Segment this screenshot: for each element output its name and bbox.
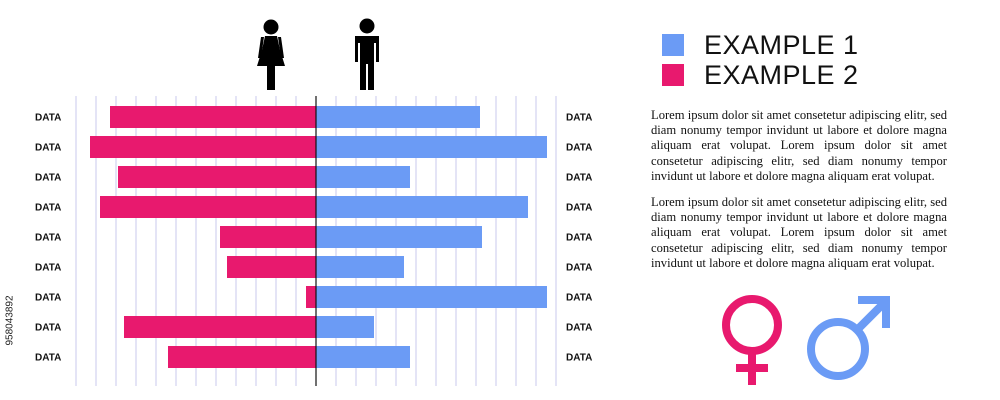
legend-swatch-example-2 <box>662 64 684 86</box>
woman-icon <box>257 19 285 90</box>
legend-item-example-1: EXAMPLE 1 <box>662 30 859 60</box>
row-label-right: DATA <box>566 353 592 364</box>
row-label-left: DATA <box>35 353 61 364</box>
bar-example-1 <box>316 316 374 338</box>
row-label-right: DATA <box>566 233 592 244</box>
row-label-left: DATA <box>35 203 61 214</box>
stock-image-id: 958043892 <box>4 295 16 346</box>
row-label-left: DATA <box>35 113 61 124</box>
row-label-right: DATA <box>566 323 592 334</box>
bar-example-1 <box>316 286 547 308</box>
legend-label-example-2: EXAMPLE 2 <box>704 59 859 90</box>
bar-example-1 <box>316 196 528 218</box>
row-label-right: DATA <box>566 173 592 184</box>
bar-example-2 <box>124 316 316 338</box>
body-paragraph-2: Lorem ipsum dolor sit amet consetetur ad… <box>651 195 947 270</box>
man-icon <box>355 18 379 90</box>
bar-example-2 <box>220 226 316 248</box>
row-label-right: DATA <box>566 263 592 274</box>
bars <box>90 106 547 368</box>
row-label-right: DATA <box>566 293 592 304</box>
body-paragraph-1: Lorem ipsum dolor sit amet consetetur ad… <box>651 108 947 183</box>
row-label-left: DATA <box>35 263 61 274</box>
bar-example-1 <box>316 226 482 248</box>
row-label-right: DATA <box>566 143 592 154</box>
legend-label-example-1: EXAMPLE 1 <box>704 29 859 60</box>
legend-item-example-2: EXAMPLE 2 <box>662 60 859 90</box>
row-label-left: DATA <box>35 233 61 244</box>
bar-example-2 <box>168 346 316 368</box>
bar-example-1 <box>316 106 480 128</box>
bar-example-1 <box>316 166 410 188</box>
row-label-left: DATA <box>35 173 61 184</box>
row-label-right: DATA <box>566 203 592 214</box>
row-label-left: DATA <box>35 143 61 154</box>
bar-example-2 <box>100 196 316 218</box>
male-symbol-icon <box>807 296 890 380</box>
bar-example-2 <box>110 106 316 128</box>
legend-swatch-example-1 <box>662 34 684 56</box>
bar-example-1 <box>316 346 410 368</box>
row-label-left: DATA <box>35 293 61 304</box>
legend: EXAMPLE 1 EXAMPLE 2 <box>662 30 859 90</box>
row-labels: DATA DATA DATA DATA DATA DATA DATA DATA DATA DATA… <box>35 113 592 364</box>
bar-example-2 <box>227 256 316 278</box>
bar-example-1 <box>316 136 547 158</box>
bar-example-2 <box>90 136 316 158</box>
bar-example-2 <box>306 286 316 308</box>
bar-example-1 <box>316 256 404 278</box>
row-label-right: DATA <box>566 113 592 124</box>
female-symbol-icon <box>722 295 782 385</box>
row-label-left: DATA <box>35 323 61 334</box>
bar-example-2 <box>118 166 316 188</box>
